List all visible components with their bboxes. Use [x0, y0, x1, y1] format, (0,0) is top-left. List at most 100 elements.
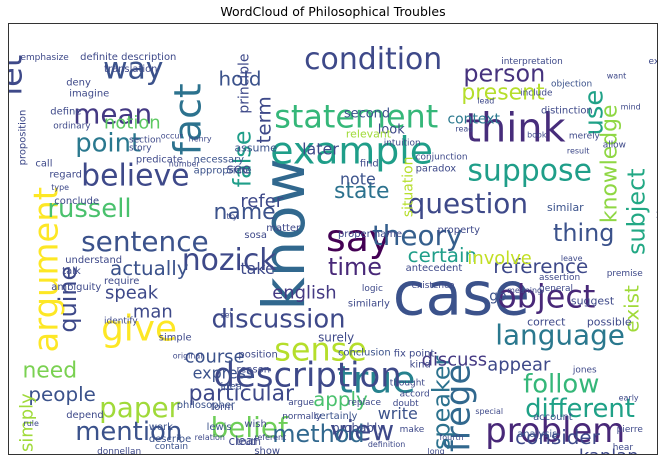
word-state: state	[334, 179, 389, 204]
word-relevant: relevant	[346, 127, 392, 140]
word-definite-description: definite description	[80, 52, 176, 63]
word-context: context	[447, 112, 500, 128]
word-particular: particular	[189, 381, 294, 406]
word-want: want	[607, 72, 627, 81]
word-allow: allow	[603, 140, 626, 150]
word-philosopher: philosopher	[177, 400, 236, 411]
word-exactly: exactly	[649, 57, 658, 67]
word-express: express	[193, 363, 255, 382]
word-kaplan: kaplan	[579, 446, 639, 455]
word-appear: appear	[487, 354, 551, 375]
word-point: point	[75, 128, 141, 158]
word-show: show	[254, 446, 280, 455]
word-conjunction: conjunction	[416, 152, 468, 162]
word-see: see	[226, 161, 250, 177]
word-discuss: discuss	[422, 349, 488, 370]
word-understand: understand	[65, 255, 122, 266]
wordcloud-canvas: case know think example say fact statement cond…	[8, 23, 658, 455]
word-depend: depend	[66, 410, 103, 421]
word-existence: existence	[412, 281, 455, 291]
word-statement: statement	[274, 98, 438, 136]
word-book: book	[527, 130, 547, 139]
word-knowledge: knowledge	[598, 104, 623, 223]
word-position: position	[238, 349, 277, 360]
word-probably: probably	[332, 421, 384, 435]
word-assertion: assertion	[539, 273, 580, 283]
word-matter: matter	[266, 223, 301, 234]
word-russell: russell	[47, 194, 131, 224]
word-set: set	[221, 311, 233, 320]
word-note: note	[340, 169, 376, 188]
word-work: work	[149, 422, 173, 433]
word-kind: kind	[410, 359, 431, 370]
word-general: general	[539, 284, 573, 294]
word-go: go	[489, 289, 506, 305]
word-think: think	[465, 105, 565, 151]
word-use: use	[580, 90, 610, 136]
word-question: question	[408, 187, 528, 220]
word-different: different	[525, 394, 635, 424]
word-appropriate: appropriate	[194, 165, 252, 176]
word-surely: surely	[318, 331, 354, 345]
word-merely: merely	[569, 131, 601, 141]
word-way: way	[103, 52, 163, 87]
word-special: special	[475, 407, 503, 416]
word-problem: problem	[485, 411, 625, 450]
word-imagine: imagine	[69, 89, 109, 100]
word-language: language	[495, 319, 625, 352]
word-exist: exist	[621, 285, 644, 333]
word-occur: occur	[161, 131, 184, 140]
word-possible: possible	[587, 316, 632, 329]
word-deny: deny	[66, 78, 91, 89]
word-intuition: intuition	[384, 138, 421, 148]
word-follow: follow	[523, 369, 599, 399]
word-idea: idea	[221, 381, 242, 392]
word-make: make	[400, 425, 425, 435]
word-replace: replace	[348, 398, 382, 408]
word-identify: identify	[104, 317, 138, 327]
word-paradox: paradox	[416, 163, 457, 174]
word-need: need	[22, 358, 77, 383]
word-reason: reason	[236, 364, 270, 375]
word-case: case	[393, 261, 530, 330]
word-take: take	[240, 259, 274, 278]
word-proper-name: proper name	[338, 229, 402, 240]
word-try: try	[226, 212, 237, 221]
word-description: description	[214, 355, 402, 394]
word-view: view	[330, 414, 394, 447]
word-pierre: pierre	[617, 425, 644, 435]
word-thought: thought	[390, 378, 426, 388]
word-find: find	[360, 158, 379, 169]
word-objection: objection	[551, 80, 592, 90]
word-ambiguity: ambiguity	[51, 282, 101, 293]
word-type: type	[51, 183, 69, 192]
word-fourth: fourth	[440, 433, 464, 442]
word-relation: relation	[195, 433, 225, 442]
word-name: name	[214, 200, 276, 225]
word-look: look	[378, 122, 405, 137]
word-man: man	[133, 302, 173, 323]
word-jones: jones	[572, 365, 597, 375]
word-regard: regard	[49, 169, 82, 180]
word-paper: paper	[99, 391, 181, 424]
word-mind: mind	[621, 103, 641, 112]
word-property: property	[438, 225, 481, 236]
word-example: example	[270, 128, 433, 172]
word-notion: notion	[104, 113, 161, 134]
word-apply: apply	[313, 388, 368, 411]
word-form: form	[211, 402, 234, 413]
word-thing: thing	[553, 219, 614, 247]
word-consider: consider	[515, 426, 600, 449]
word-situation: situation	[401, 156, 417, 217]
word-certain: certain	[408, 244, 477, 267]
word-mean: mean	[73, 98, 152, 131]
word-actually: actually	[110, 257, 189, 280]
word-referent: referent	[254, 433, 286, 442]
word-english: english	[272, 283, 336, 304]
word-object: object	[497, 278, 595, 316]
word-true: true	[338, 357, 416, 401]
word-antecedent: antecedent	[406, 263, 463, 274]
word-rule: rule	[23, 419, 39, 428]
word-conclusion: conclusion	[338, 347, 391, 358]
word-require: require	[104, 276, 139, 287]
